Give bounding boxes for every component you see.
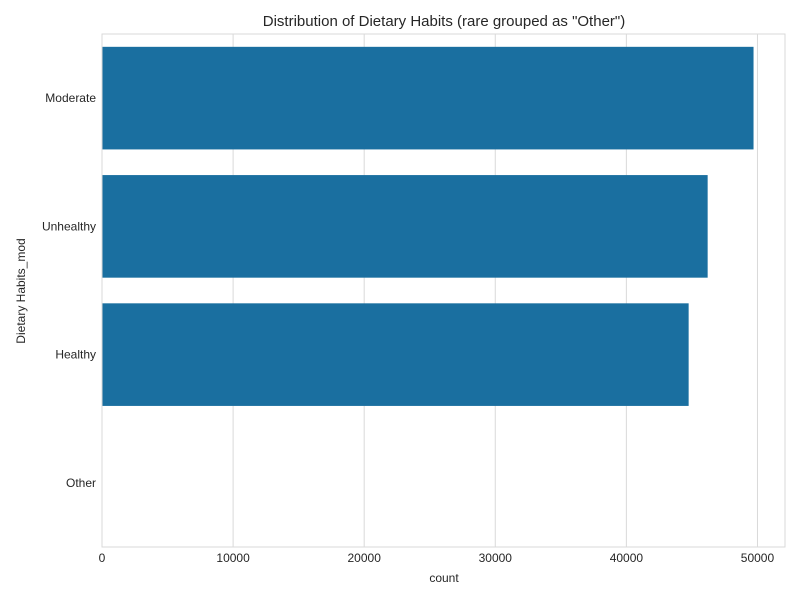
y-tick-label: Other xyxy=(66,476,96,490)
bar-moderate xyxy=(102,47,754,150)
x-tick-label: 50000 xyxy=(741,551,775,565)
x-axis-label: count xyxy=(429,571,459,585)
y-axis-ticks: Moderate Unhealthy Healthy Other xyxy=(42,91,96,490)
x-axis-ticks: 0 10000 20000 30000 40000 50000 xyxy=(99,551,775,565)
x-tick-label: 40000 xyxy=(610,551,644,565)
y-tick-label: Unhealthy xyxy=(42,219,96,233)
bars xyxy=(102,47,754,534)
x-tick-label: 0 xyxy=(99,551,106,565)
y-axis-label: Dietary Habits_mod xyxy=(14,238,28,343)
x-tick-label: 20000 xyxy=(348,551,382,565)
chart-title: Distribution of Dietary Habits (rare gro… xyxy=(263,13,625,30)
bar-healthy xyxy=(102,303,689,406)
x-tick-label: 30000 xyxy=(479,551,513,565)
bar-unhealthy xyxy=(102,175,708,278)
y-tick-label: Healthy xyxy=(55,348,96,362)
y-tick-label: Moderate xyxy=(45,91,96,105)
x-tick-label: 10000 xyxy=(216,551,250,565)
